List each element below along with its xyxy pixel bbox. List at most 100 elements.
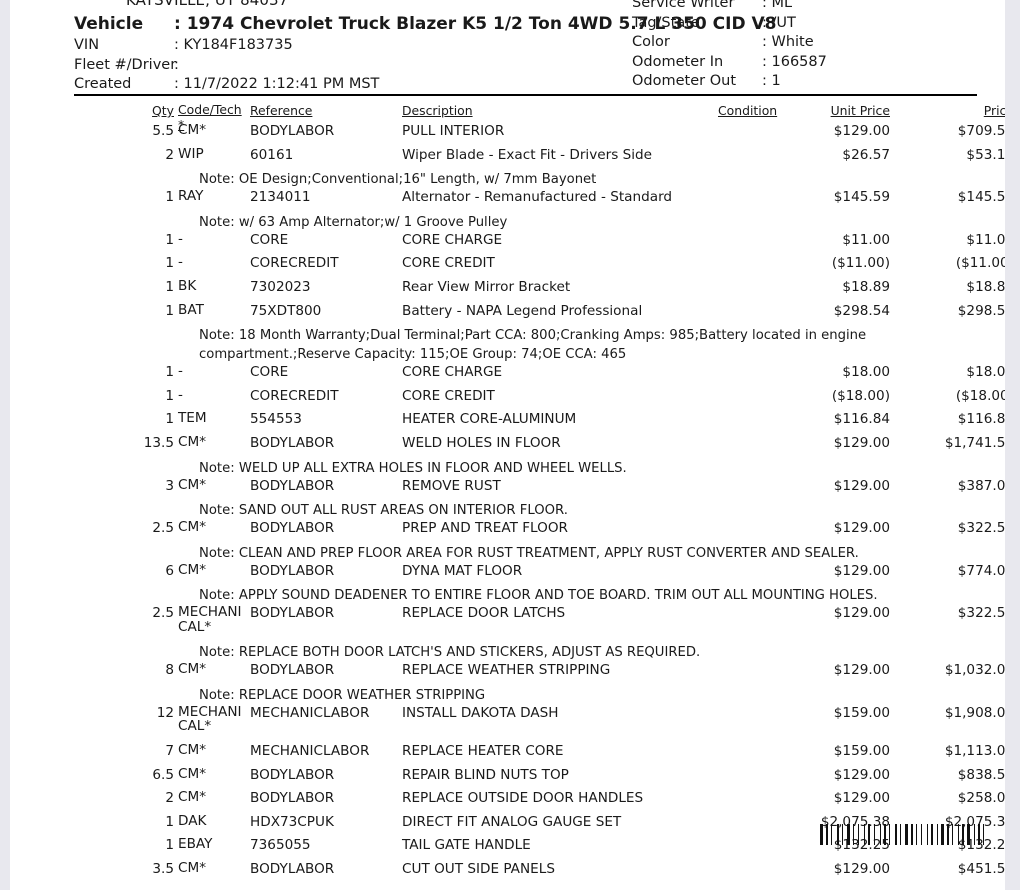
cell-code: MECHANICAL*	[178, 604, 242, 635]
cell-description: WELD HOLES IN FLOOR	[402, 434, 561, 451]
barcode-bar	[927, 824, 928, 845]
table-header-row: Qty Code/Tech* Reference Description Con…	[60, 102, 1005, 131]
vehicle-field-label: Odometer Out	[632, 73, 736, 89]
cell-description: DIRECT FIT ANALOG GAUGE SET	[402, 813, 622, 830]
line-item-note: Note: SAND OUT ALL RUST AREAS ON INTERIO…	[60, 501, 1005, 520]
cell-price: $709.50	[957, 123, 1005, 139]
cell-price: $53.14	[966, 146, 1005, 163]
table-row: 2 CM* BODYLABOR REPLACE OUTSIDE DOOR HANDLE…	[60, 790, 1005, 814]
cell-price: $145.59	[957, 189, 1005, 206]
vehicle-field-row: Created : 11/7/2022 1:12:41 PM MST	[74, 76, 634, 96]
cell-price: $322.50	[957, 520, 1005, 537]
barcode-bar	[921, 824, 922, 845]
vehicle-field-label: Created	[74, 76, 132, 92]
cell-price: $298.54	[957, 302, 1005, 319]
cell-qty: 2.5	[152, 520, 174, 537]
cell-description: REPLACE WEATHER STRIPPING	[402, 662, 611, 679]
table-row: 1 TEM 554553 HEATER CORE-ALUMINUM $116.84 $11…	[60, 411, 1005, 435]
cell-description: TAIL GATE HANDLE	[402, 837, 531, 854]
cell-price: $11.00	[966, 231, 1005, 248]
cell-qty: 5.5	[152, 123, 174, 139]
cell-description: Wiper Blade - Exact Fit - Drivers Side	[402, 146, 652, 163]
cell-description: REPAIR BLIND NUTS TOP	[402, 766, 569, 783]
line-item-note: Note: APPLY SOUND DEADENER TO ENTIRE FLO…	[60, 586, 1005, 605]
barcode-bar	[905, 824, 908, 845]
vehicle-info-left: Vehicle: 1974 Chevrolet Truck Blazer K5 …	[74, 14, 776, 96]
cell-code: CM*	[178, 741, 207, 758]
note-text: Note: APPLY SOUND DEADENER TO ENTIRE FLO…	[199, 588, 878, 604]
cell-reference: 7302023	[250, 278, 311, 295]
cell-code: CM*	[178, 476, 207, 493]
barcode-bar	[826, 824, 828, 845]
line-item-note: Note: OE Design;Conventional;16" Length,…	[60, 170, 1005, 189]
cell-code: CM*	[178, 661, 207, 678]
cell-unit-price: $129.00	[833, 520, 890, 537]
cell-qty: 1	[165, 255, 174, 272]
cell-reference: 554553	[250, 411, 302, 428]
cell-reference: CORECREDIT	[250, 255, 339, 272]
cell-qty: 3.5	[152, 860, 174, 877]
note-text: Note: REPLACE BOTH DOOR LATCH'S AND STIC…	[199, 645, 701, 661]
barcode-bar	[868, 824, 870, 845]
cell-qty: 1	[165, 364, 174, 381]
note-text: Note: 18 Month Warranty;Dual Terminal;Pa…	[199, 328, 867, 363]
cell-price: $387.00	[957, 477, 1005, 494]
cell-reference: CORE	[250, 231, 289, 248]
vehicle-field-label: Vehicle	[74, 14, 144, 34]
table-row: 1 DAK HDX73CPUK DIRECT FIT ANALOG GAUGE SET…	[60, 814, 1005, 838]
cell-qty: 1	[165, 302, 174, 319]
vehicle-field-value: : 1	[762, 73, 781, 89]
cell-reference: HDX73CPUK	[250, 813, 334, 830]
cell-code: -	[178, 230, 183, 247]
vehicle-info-right: Service Writer: ML Tag/State: /UT Color: W…	[632, 0, 1005, 93]
barcode-bar	[889, 824, 890, 845]
note-text: Note: REPLACE DOOR WEATHER STRIPPING	[199, 687, 486, 703]
column-header-code: Code/Tech*	[178, 102, 242, 132]
note-text: Note: SAND OUT ALL RUST AREAS ON INTERIO…	[199, 503, 568, 519]
table-row: 1 RAY 2134011 Alternator - Remanufactured -…	[60, 189, 1005, 213]
cell-description: REPLACE OUTSIDE DOOR HANDLES	[402, 790, 644, 807]
cell-unit-price: $129.00	[833, 860, 890, 877]
table-row: 12 MECHANICAL* MECHANICLABOR INSTALL DAKOTA…	[60, 705, 1005, 743]
vehicle-field-label: Service Writer	[632, 0, 735, 11]
column-header-condition: Condition	[718, 103, 778, 118]
vehicle-field-row: Vehicle: 1974 Chevrolet Truck Blazer K5 …	[74, 14, 776, 37]
line-item-note: Note: REPLACE DOOR WEATHER STRIPPING	[60, 686, 1005, 705]
cell-reference: BODYLABOR	[250, 790, 335, 807]
barcode-bar	[858, 824, 859, 845]
cell-unit-price: $26.57	[842, 146, 890, 163]
cell-description: Rear View Mirror Bracket	[402, 278, 571, 295]
barcode-bar	[842, 824, 843, 845]
column-header-reference: Reference	[250, 103, 313, 118]
cell-unit-price: $159.00	[833, 704, 890, 721]
cell-price: $18.00	[966, 364, 1005, 381]
barcode-bar	[978, 824, 980, 845]
vehicle-field-value: : 11/7/2022 1:12:41 PM MST	[174, 76, 380, 92]
cell-description: CUT OUT SIDE PANELS	[402, 860, 555, 877]
cell-code: EBAY	[178, 836, 213, 853]
vehicle-field-value: : ML	[762, 0, 793, 11]
column-header-unit-price: Unit Price	[830, 103, 890, 118]
cell-unit-price: $298.54	[833, 302, 890, 319]
note-text: Note: CLEAN AND PREP FLOOR AREA FOR RUST…	[199, 545, 859, 561]
cell-description: HEATER CORE-ALUMINUM	[402, 411, 577, 428]
cell-reference: BODYLABOR	[250, 860, 335, 877]
cell-description: REMOVE RUST	[402, 477, 501, 494]
cell-price: $322.50	[957, 605, 1005, 622]
table-row: 5.5 CM* BODYLABOR PULL INTERIOR $129.00 $709.…	[60, 123, 1005, 147]
vehicle-field-row: Color: White	[632, 34, 1005, 54]
cell-unit-price: $129.00	[833, 123, 890, 139]
cell-qty: 3	[165, 477, 174, 494]
barcode-bar	[884, 824, 886, 845]
cell-code: CM*	[178, 122, 207, 138]
barcode-bar	[864, 824, 865, 845]
cell-description: INSTALL DAKOTA DASH	[402, 704, 559, 721]
vehicle-field-value: :	[174, 56, 179, 73]
barcode-bar	[895, 824, 897, 845]
vehicle-field-label: Color	[632, 34, 670, 50]
cell-description: Alternator - Remanufactured - Standard	[402, 189, 673, 206]
line-items-table: Qty Code/Tech* Reference Description Con…	[60, 102, 1005, 885]
cell-qty: 1	[165, 278, 174, 295]
cell-reference: 7365055	[250, 837, 311, 854]
table-row: 3.5 CM* BODYLABOR CUT OUT SIDE PANELS $129.0…	[60, 861, 1005, 885]
